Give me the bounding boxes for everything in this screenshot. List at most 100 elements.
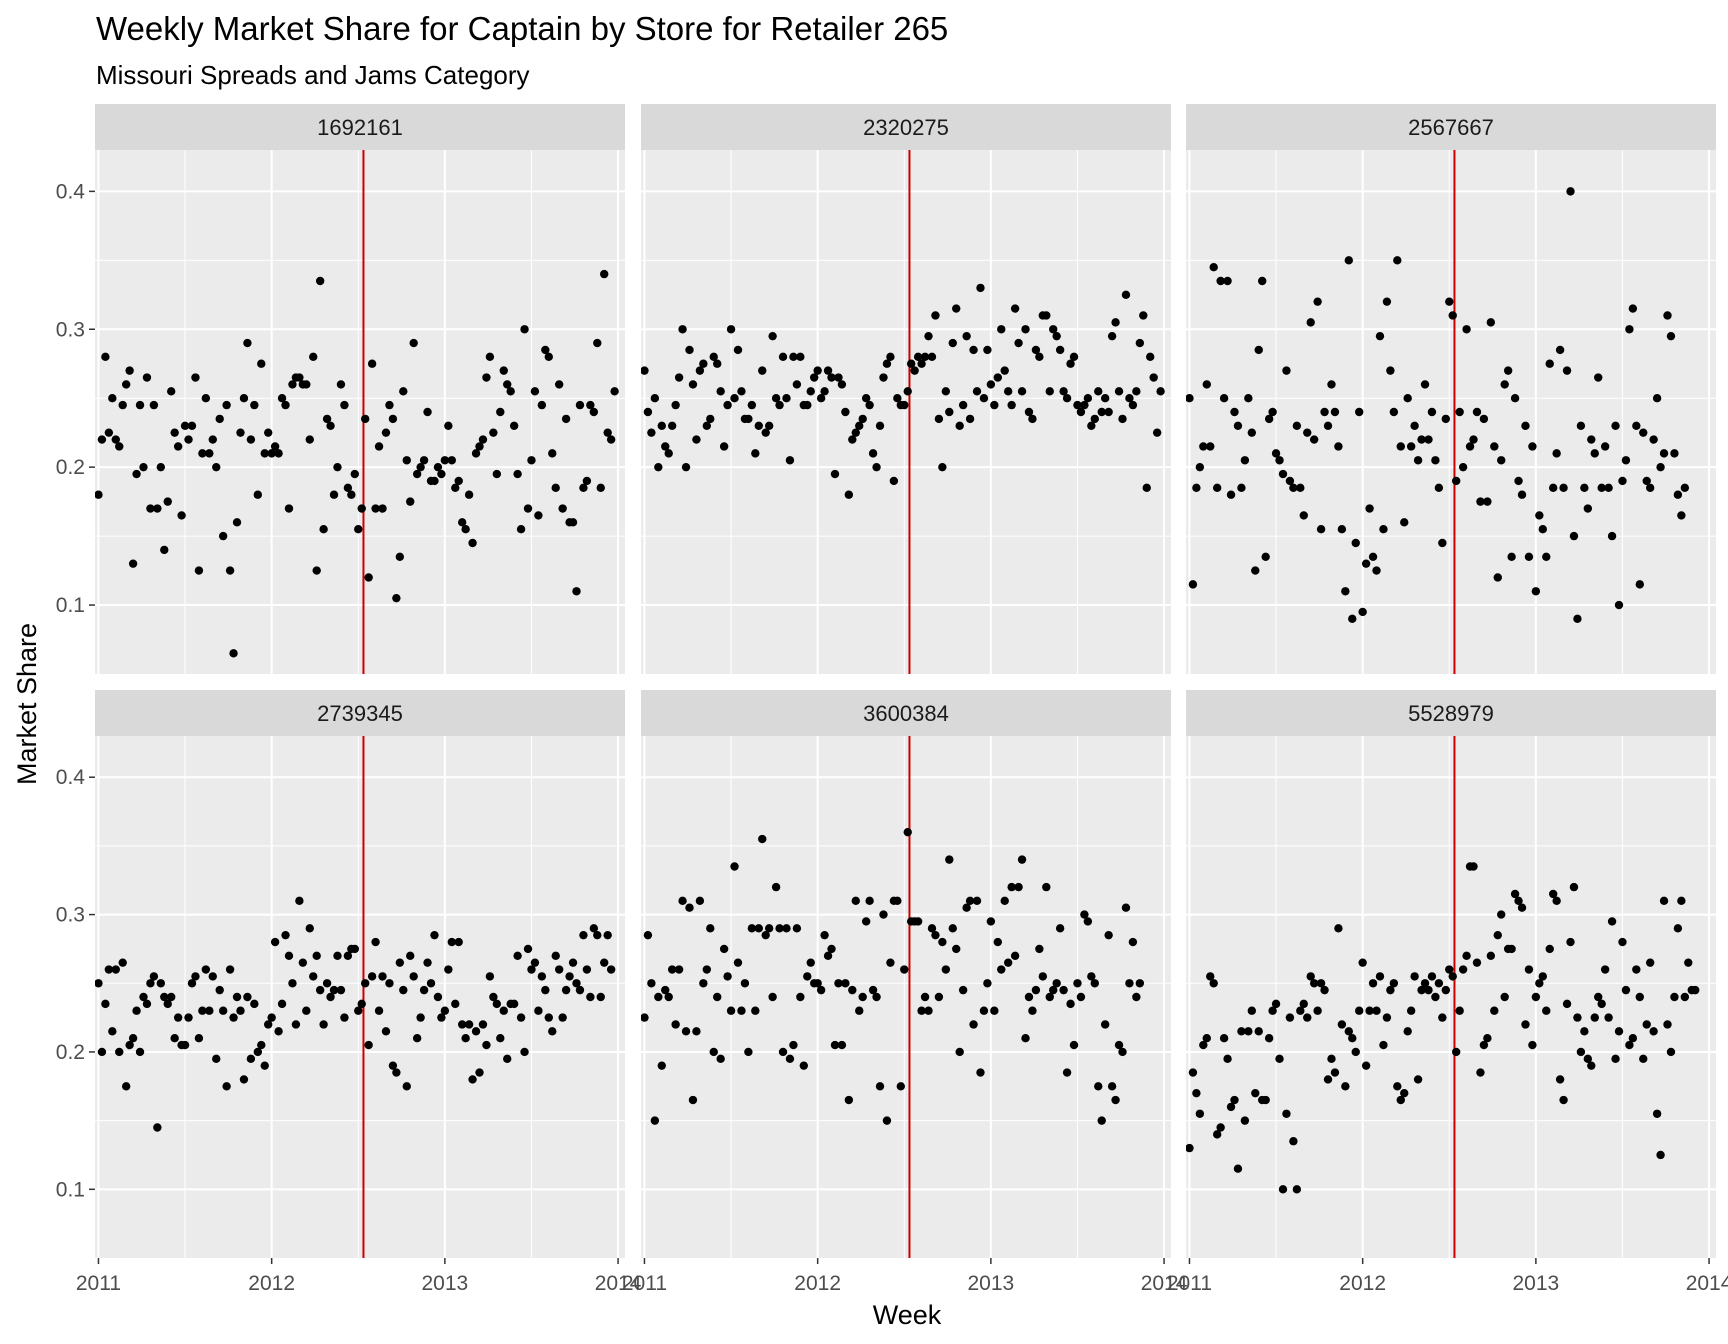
data-point <box>671 1020 680 1029</box>
facet-strip-label: 2739345 <box>317 701 403 726</box>
data-point <box>1628 304 1638 313</box>
data-point <box>135 400 145 410</box>
data-point <box>156 979 166 988</box>
data-point <box>1142 483 1151 493</box>
data-point <box>565 972 574 981</box>
data-point <box>184 1013 193 1022</box>
data-point <box>253 1047 263 1057</box>
data-point <box>416 1013 425 1022</box>
data-point <box>1493 930 1502 940</box>
data-point <box>861 917 871 926</box>
data-point <box>1251 566 1260 575</box>
data-point <box>596 483 605 493</box>
data-point <box>173 1013 183 1022</box>
data-point <box>1125 979 1134 988</box>
data-point <box>582 965 592 974</box>
data-point <box>1382 1013 1392 1022</box>
data-point <box>965 414 975 424</box>
data-point <box>579 483 588 493</box>
data-point <box>1059 387 1068 396</box>
data-point <box>1659 896 1669 906</box>
data-point <box>816 394 826 403</box>
data-point <box>823 951 833 960</box>
data-point <box>357 504 366 513</box>
data-point <box>506 387 515 396</box>
data-point <box>754 421 763 430</box>
data-point <box>1327 1054 1336 1064</box>
data-point <box>212 462 221 472</box>
data-point <box>1111 1095 1120 1105</box>
data-point <box>239 1075 249 1084</box>
data-point <box>1410 421 1419 430</box>
data-point <box>758 366 767 375</box>
data-point <box>374 442 384 451</box>
data-point <box>893 394 902 403</box>
data-point <box>983 979 992 988</box>
points-group <box>95 269 619 658</box>
y-tick-label: 0.2 <box>56 1041 85 1064</box>
data-point <box>135 1047 145 1057</box>
data-point <box>1240 1116 1250 1125</box>
data-point <box>1656 1150 1665 1160</box>
data-point <box>785 456 795 465</box>
data-point <box>1206 442 1215 451</box>
x-tick-label: 2014 <box>1141 1272 1188 1295</box>
data-point <box>879 910 888 919</box>
data-point <box>709 352 718 362</box>
data-point <box>945 855 954 864</box>
data-point <box>1566 187 1575 196</box>
data-point <box>1230 1095 1239 1105</box>
data-point <box>1476 497 1485 506</box>
data-point <box>1100 1020 1110 1029</box>
data-point <box>664 449 673 458</box>
data-point <box>1552 896 1561 906</box>
data-point <box>496 1034 505 1043</box>
data-point <box>1611 421 1620 430</box>
data-point <box>1278 1185 1288 1194</box>
data-point <box>837 1040 847 1050</box>
data-point <box>1278 469 1288 479</box>
x-tick-label: 2014 <box>1686 1272 1728 1295</box>
data-point <box>568 958 578 967</box>
data-point <box>530 958 540 967</box>
data-point <box>1521 421 1530 430</box>
data-point <box>1455 407 1464 417</box>
data-point <box>222 1082 231 1091</box>
data-point <box>1240 456 1250 465</box>
data-point <box>1097 1116 1106 1125</box>
data-point <box>128 1034 138 1043</box>
data-point <box>667 965 677 974</box>
data-point <box>858 992 867 1002</box>
data-point <box>771 882 781 892</box>
data-point <box>1417 435 1426 444</box>
data-point <box>1100 394 1110 403</box>
data-point <box>713 992 722 1002</box>
data-point <box>1365 1006 1374 1015</box>
data-point <box>785 1054 795 1064</box>
data-point <box>329 985 339 995</box>
data-point <box>1271 999 1281 1009</box>
data-point <box>1562 366 1572 375</box>
data-point <box>1003 958 1013 967</box>
data-point <box>958 985 968 995</box>
data-point <box>1007 882 1016 892</box>
data-point <box>1152 428 1162 437</box>
data-point <box>586 992 595 1002</box>
data-point <box>1028 1006 1037 1015</box>
data-point <box>156 462 166 472</box>
data-point <box>416 462 425 472</box>
data-point <box>861 394 871 403</box>
data-point <box>1448 311 1457 320</box>
data-point <box>1691 985 1700 995</box>
data-point <box>277 999 287 1009</box>
data-point <box>457 518 467 527</box>
data-point <box>945 407 954 417</box>
data-point <box>1306 972 1315 981</box>
data-point <box>1514 476 1523 486</box>
data-point <box>232 992 242 1002</box>
data-point <box>260 449 269 458</box>
data-point <box>1080 400 1089 410</box>
data-point <box>551 951 560 960</box>
data-point <box>305 924 314 933</box>
